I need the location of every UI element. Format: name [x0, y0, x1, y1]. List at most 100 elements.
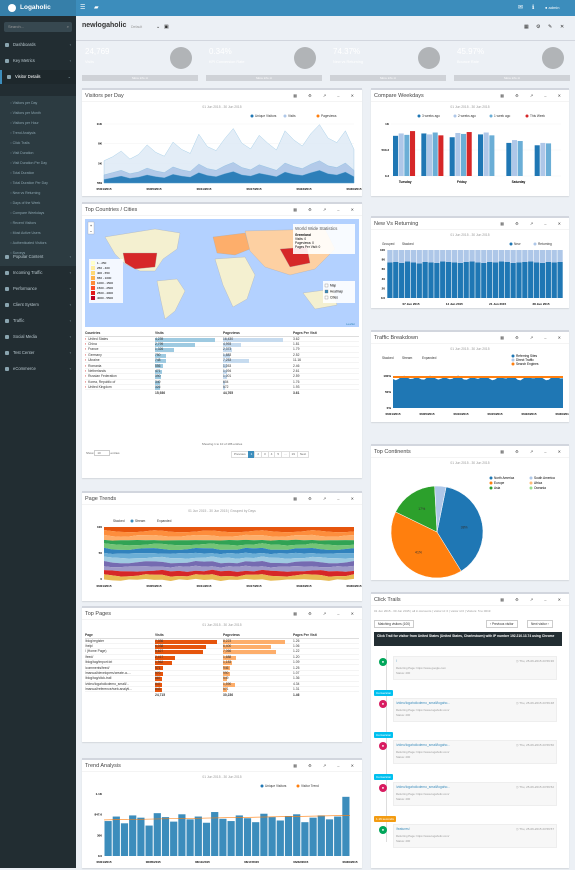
- bar-unique-visitors: [202, 822, 211, 856]
- legend-label: Referring Sites: [516, 354, 537, 358]
- sidebar-subitem[interactable]: Recent Visitors: [10, 218, 36, 228]
- exit-icon: [542, 47, 564, 69]
- sidebar-item-popular-content[interactable]: Popular Content ‹: [0, 250, 76, 264]
- visits-value: 1,326: [155, 347, 164, 352]
- visits-value: 5,627: [155, 649, 164, 654]
- sidebar-subitem[interactable]: Click Trails: [10, 138, 30, 148]
- calendar-icon[interactable]: ▦: [524, 24, 529, 30]
- close-icon[interactable]: ✕: [560, 24, 565, 30]
- next-visitor-button[interactable]: Next visitor ›: [527, 620, 553, 628]
- sidebar-subitem[interactable]: Surveys: [10, 248, 26, 258]
- new-vs-returning-chart: Grouped Stacked New Returning 100 80 60 40 20 0.0…: [377, 242, 563, 306]
- trail-banner: Click Trail for visitor from United Stat…: [374, 632, 562, 646]
- y-tick-label: 1K: [385, 122, 390, 126]
- sidebar-item-test-center[interactable]: Test Center ‹: [0, 346, 76, 360]
- more-info-link[interactable]: More info ➜: [206, 75, 322, 81]
- bar-new: [434, 262, 440, 298]
- edit-icon[interactable]: ✎: [548, 24, 553, 30]
- settings-icon[interactable]: ⚙: [536, 24, 541, 30]
- visits-value: 750: [155, 352, 161, 357]
- timeline-badge: 1.16 seconds: [374, 816, 396, 822]
- country-cell: ▪ Russian Federation: [85, 373, 155, 380]
- legend-label: Stream: [135, 519, 146, 523]
- save-icon[interactable]: ▣: [164, 24, 169, 30]
- sidebar-item-dashboards[interactable]: Dashboards ‹: [0, 38, 76, 52]
- scale-swatch: [91, 286, 95, 290]
- bar: [506, 142, 512, 176]
- y-tick-label: 5K: [98, 161, 103, 165]
- sidebar-item-client-system[interactable]: Client System ‹: [0, 298, 76, 312]
- panel-tools[interactable]: ▦ ⚙ ↗ – ✕: [500, 221, 566, 226]
- more-info-link[interactable]: More info ➜: [454, 75, 570, 81]
- panel-tools[interactable]: ▦ ⚙ ↗ – ✕: [500, 449, 566, 454]
- panel-tools[interactable]: ▦ ⚙ ↗ – ✕: [293, 763, 359, 768]
- sidebar-item-social-media[interactable]: Social Media ‹: [0, 330, 76, 344]
- folder-icon[interactable]: ▰: [94, 5, 99, 11]
- sidebar-subitem[interactable]: Trend Analysis: [10, 128, 36, 138]
- search-icon[interactable]: ⌕: [66, 24, 69, 29]
- pagination-button[interactable]: Next: [296, 451, 310, 458]
- legend-swatch: [489, 481, 493, 485]
- sidebar-item-performance[interactable]: Performance ‹: [0, 282, 76, 296]
- sidebar-subitem[interactable]: New vs Returning: [10, 188, 41, 198]
- pagination-button[interactable]: Previous: [231, 451, 249, 458]
- sidebar-subitem[interactable]: Compare Weekdays: [10, 208, 45, 218]
- app-logo[interactable]: Logaholic: [0, 0, 76, 16]
- sidebar-subitem[interactable]: Visit Duration: [10, 148, 34, 158]
- sidebar-subitem[interactable]: Visitors per Month: [10, 108, 41, 118]
- sidebar-subitem[interactable]: Days of the Week: [10, 198, 41, 208]
- panel-tools[interactable]: ▦ ⚙ ↗ – ✕: [293, 496, 359, 501]
- sidebar-subitem[interactable]: Visitors per Day: [10, 98, 38, 108]
- bar-returning: [557, 250, 563, 262]
- timeline-url[interactable]: /video/logaholicdemo_small/logaho...: [396, 743, 451, 747]
- flag-icon: ▪: [85, 352, 87, 357]
- sidebar-subitem[interactable]: Most Active Users: [10, 228, 41, 238]
- menu-toggle-icon[interactable]: ☰: [80, 5, 86, 11]
- page-length-select[interactable]: 10: [94, 450, 110, 456]
- timeline-url[interactable]: /video/logaholicdemo_small/logaho...: [396, 701, 451, 705]
- sidebar-subitem[interactable]: Authenticated Visitors: [10, 238, 47, 248]
- sidebar-item-traffic[interactable]: Traffic ‹: [0, 314, 76, 328]
- legend-swatch: [108, 519, 112, 523]
- mail-icon[interactable]: ✉: [518, 5, 524, 11]
- pageviews-bar: [223, 666, 231, 671]
- zoom-in-icon: +: [90, 223, 93, 228]
- sidebar-item-visitor-details[interactable]: Visitor Details ⌄: [0, 70, 76, 84]
- legend-swatch: [453, 114, 457, 118]
- stream-layer: [104, 527, 354, 533]
- panel-tools[interactable]: ▦ ⚙ ↗ – ✕: [293, 611, 359, 616]
- timeline-url[interactable]: /features/: [396, 827, 410, 831]
- sidebar-subitem[interactable]: Visitors per Hour: [10, 118, 39, 128]
- more-info-link[interactable]: More info ➜: [330, 75, 446, 81]
- zoom-out-icon: −: [90, 229, 93, 234]
- bar-new: [528, 261, 534, 298]
- timeline-url[interactable]: /video/logaholicdemo_small/logaho...: [396, 785, 451, 789]
- timeline-url[interactable]: /: [396, 659, 397, 663]
- sidebar-subitem[interactable]: Total Duration: [10, 168, 35, 178]
- slice-label: 17%: [418, 507, 425, 511]
- visitor-filter-select[interactable]: Matching visitors (100): [374, 620, 415, 628]
- sidebar-item-ecommerce[interactable]: eCommerce ‹: [0, 362, 76, 376]
- infobox-new-returning: 74.37% New vs Returning More info ➜: [330, 43, 446, 81]
- previous-visitor-button[interactable]: ‹ Previous visitor: [486, 620, 518, 628]
- info-icon[interactable]: ℹ: [532, 5, 535, 11]
- more-info-link[interactable]: More info ➜: [82, 75, 198, 81]
- search-input[interactable]: Search... ⌕: [4, 22, 72, 32]
- panel-tools[interactable]: ▦ ⚙ ↗ – ✕: [293, 93, 359, 98]
- chevron-down-icon[interactable]: ⌄: [156, 24, 161, 30]
- panel-tools[interactable]: ▦ ⚙ ↗ – ✕: [500, 93, 566, 98]
- sidebar-subitem[interactable]: Visit Duration Per Day: [10, 158, 47, 168]
- panel-tools[interactable]: ▦ ⚙ ↗ – ✕: [293, 207, 359, 212]
- date-range: 01 Jun 2015 - 30 Jun 2015: [450, 461, 490, 465]
- sidebar-subitem[interactable]: Total Duration Per Day: [10, 178, 48, 188]
- bar: [455, 132, 461, 176]
- y-tick-label: 40: [382, 277, 386, 281]
- user-menu[interactable]: ● admin: [545, 5, 560, 10]
- legend-label: Expanded: [422, 356, 437, 360]
- sidebar-item-key-metrics[interactable]: Key Metrics ‹: [0, 54, 76, 68]
- legend-label: South America: [534, 476, 555, 480]
- sidebar-item-incoming-traffic[interactable]: Incoming Traffic ‹: [0, 266, 76, 280]
- panel-tools[interactable]: ▦ ⚙ ↗ – ✕: [500, 335, 566, 340]
- panel-tools[interactable]: ▦ ⚙ ↗ – ✕: [500, 597, 566, 602]
